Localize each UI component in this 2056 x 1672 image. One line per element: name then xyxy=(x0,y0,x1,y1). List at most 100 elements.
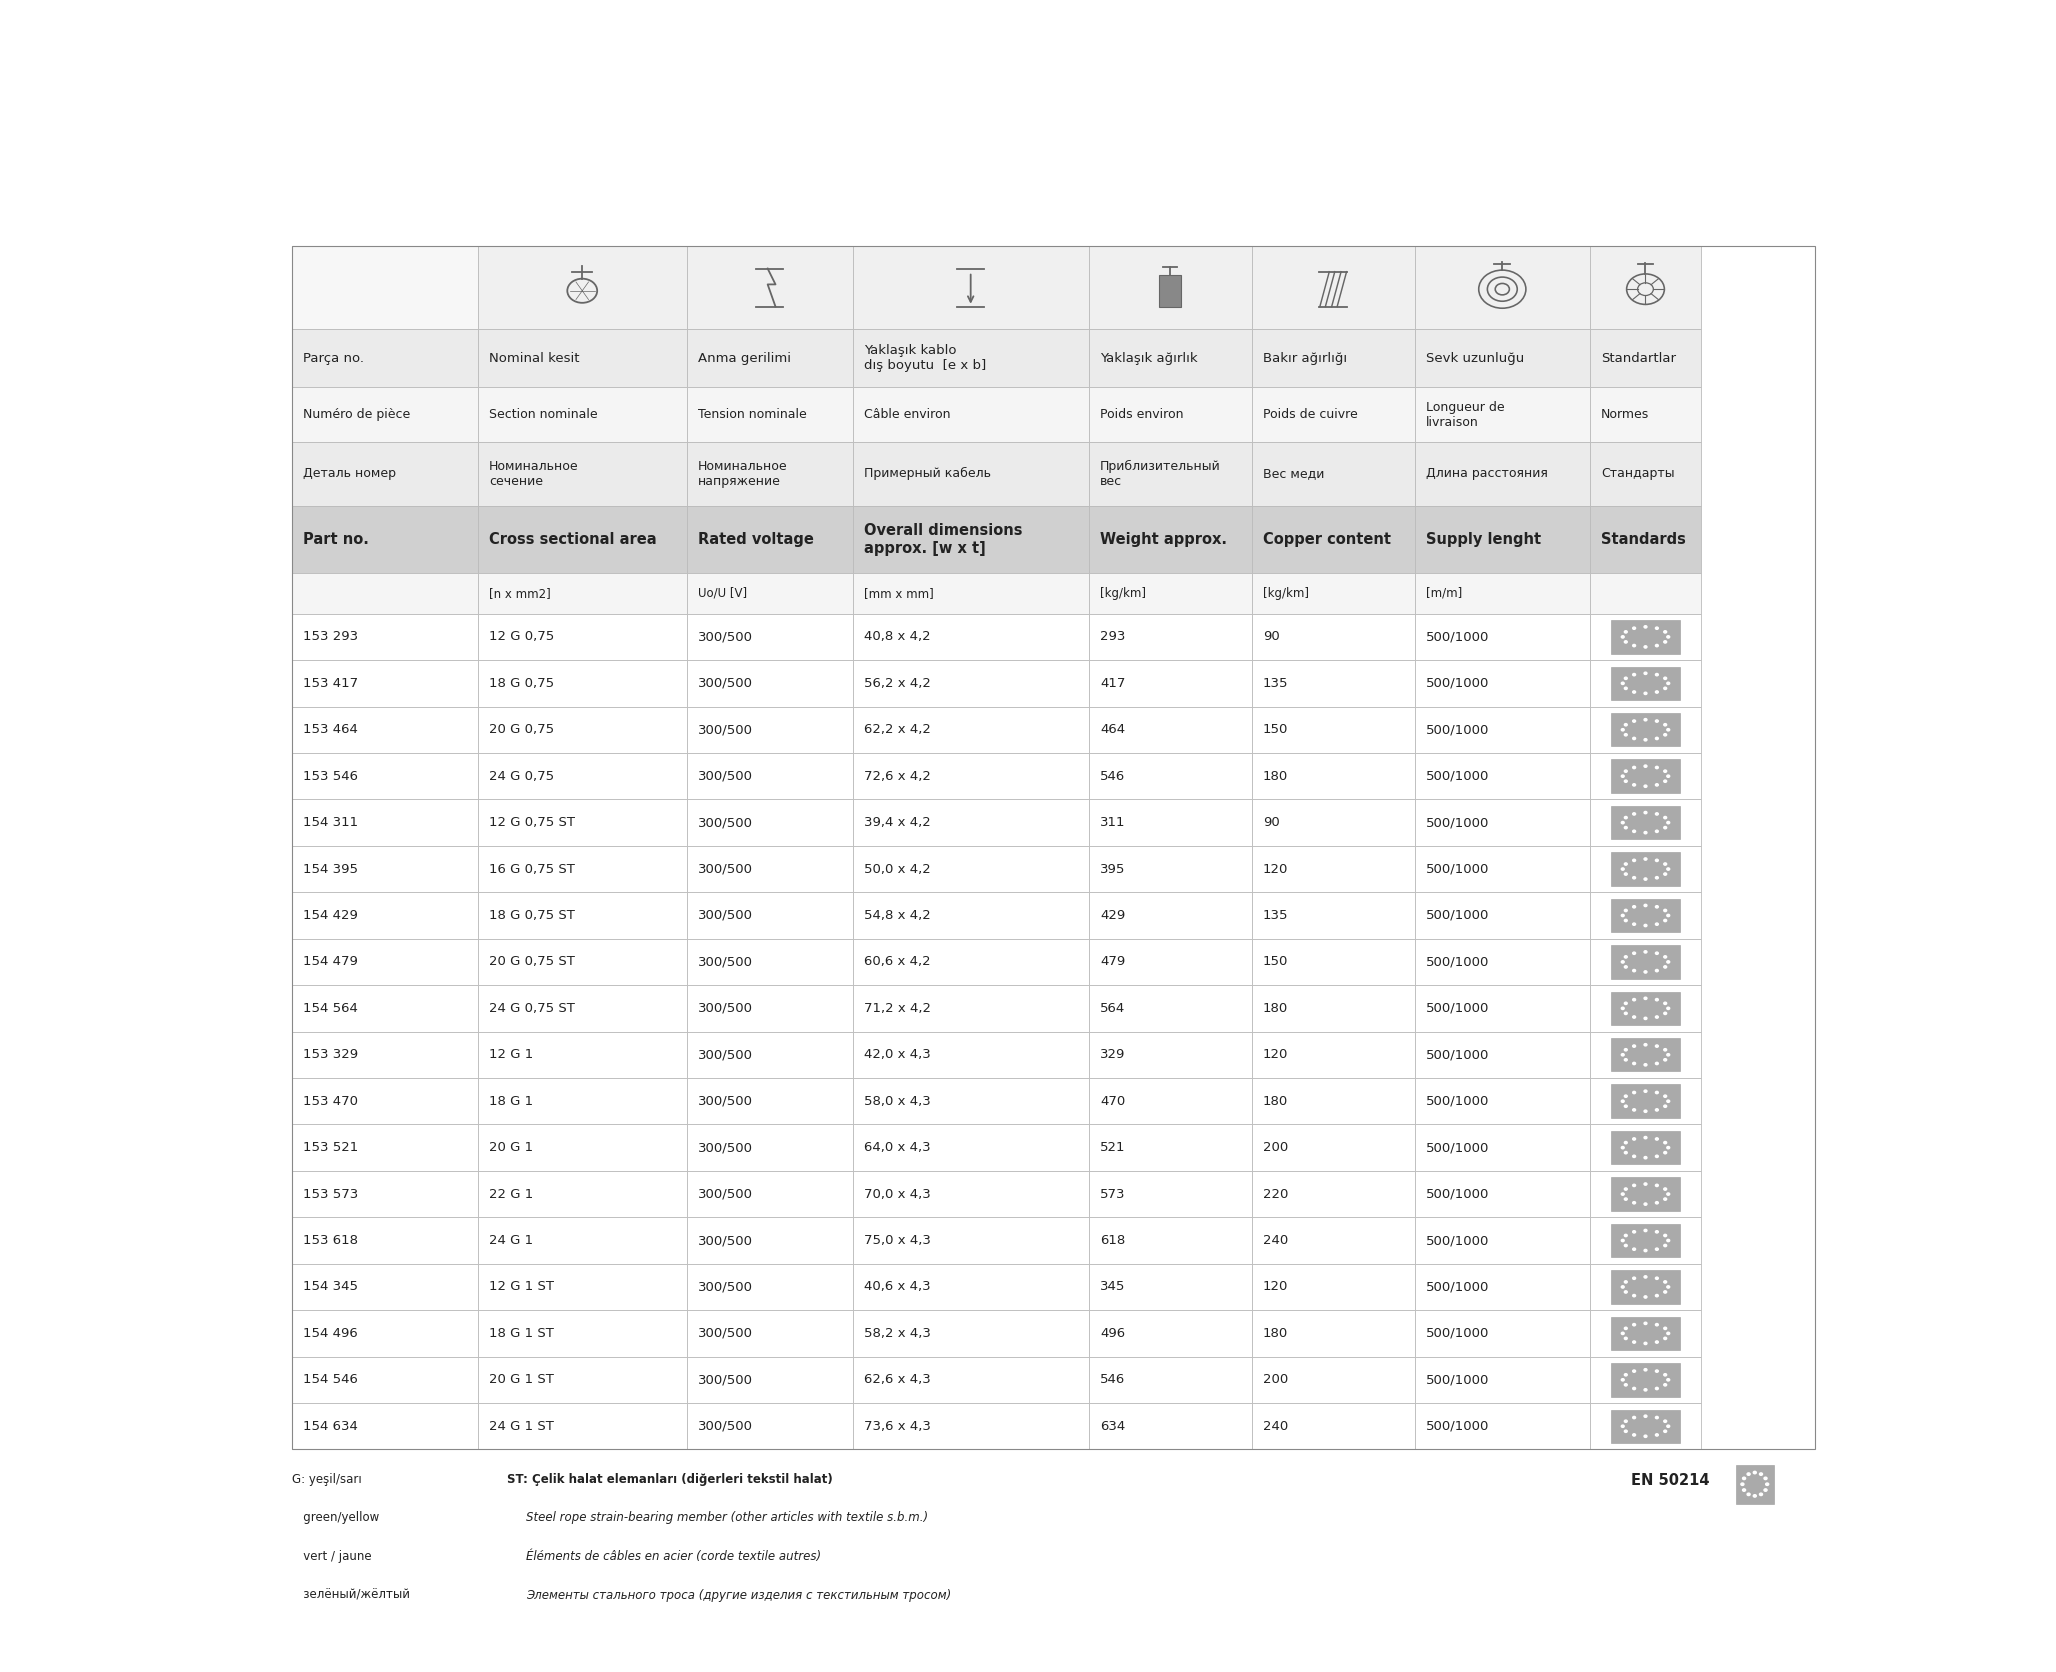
Text: 500/1000: 500/1000 xyxy=(1427,1373,1489,1386)
Bar xyxy=(1589,1356,1700,1403)
Circle shape xyxy=(1655,1155,1659,1157)
Text: Standartlar: Standartlar xyxy=(1602,351,1676,364)
Text: 300/500: 300/500 xyxy=(697,1281,752,1294)
Bar xyxy=(292,938,477,985)
Text: [mm x mm]: [mm x mm] xyxy=(864,587,933,600)
Circle shape xyxy=(1663,816,1667,819)
Bar xyxy=(292,752,477,799)
Bar xyxy=(292,985,477,1032)
Bar xyxy=(477,1125,687,1170)
Circle shape xyxy=(1632,1045,1637,1047)
Bar xyxy=(1160,274,1182,306)
Text: Overall dimensions
approx. [w x t]: Overall dimensions approx. [w x t] xyxy=(864,523,1022,555)
Bar xyxy=(853,246,1090,329)
Bar xyxy=(292,660,477,707)
Bar xyxy=(1612,1177,1680,1211)
Bar xyxy=(477,614,687,660)
Text: 153 293: 153 293 xyxy=(302,630,358,644)
Text: 54,8 x 4,2: 54,8 x 4,2 xyxy=(864,910,931,921)
Text: 180: 180 xyxy=(1262,769,1289,782)
Circle shape xyxy=(1655,813,1659,814)
Circle shape xyxy=(1655,1341,1659,1343)
Text: 39,4 x 4,2: 39,4 x 4,2 xyxy=(864,816,931,829)
Circle shape xyxy=(1622,821,1624,824)
Text: 154 546: 154 546 xyxy=(302,1373,358,1386)
Text: Weight approx.: Weight approx. xyxy=(1100,532,1227,547)
Text: EN 50214: EN 50214 xyxy=(1630,1473,1709,1488)
Text: Copper content: Copper content xyxy=(1262,532,1390,547)
Text: 64,0 x 4,3: 64,0 x 4,3 xyxy=(864,1142,931,1154)
Text: 618: 618 xyxy=(1100,1234,1125,1247)
Circle shape xyxy=(1624,1338,1626,1339)
Bar xyxy=(687,1217,853,1264)
Bar xyxy=(1090,1356,1252,1403)
Circle shape xyxy=(1645,997,1647,1000)
Circle shape xyxy=(1645,878,1647,879)
Bar xyxy=(687,707,853,752)
Circle shape xyxy=(1655,766,1659,769)
Circle shape xyxy=(1663,734,1667,736)
Text: 90: 90 xyxy=(1262,816,1279,829)
Bar xyxy=(1415,893,1589,938)
Circle shape xyxy=(1663,863,1667,864)
Bar xyxy=(687,1170,853,1217)
Circle shape xyxy=(1622,1239,1624,1242)
Bar xyxy=(1415,1217,1589,1264)
Bar xyxy=(292,1170,477,1217)
Bar xyxy=(292,573,477,614)
Text: 500/1000: 500/1000 xyxy=(1427,816,1489,829)
Text: 12 G 0,75 ST: 12 G 0,75 ST xyxy=(489,816,576,829)
Circle shape xyxy=(1655,1045,1659,1047)
Text: 150: 150 xyxy=(1262,955,1289,968)
Circle shape xyxy=(1624,873,1626,874)
Text: Standards: Standards xyxy=(1602,532,1686,547)
Bar xyxy=(1252,614,1415,660)
Bar xyxy=(1090,752,1252,799)
Bar xyxy=(1252,388,1415,441)
Circle shape xyxy=(1748,1473,1750,1475)
Circle shape xyxy=(1645,1229,1647,1232)
Circle shape xyxy=(1645,719,1647,721)
Bar xyxy=(1589,388,1700,441)
Bar xyxy=(1589,1032,1700,1078)
Text: 154 395: 154 395 xyxy=(302,863,358,876)
Circle shape xyxy=(1663,1197,1667,1200)
Bar xyxy=(477,573,687,614)
Text: 293: 293 xyxy=(1100,630,1125,644)
Bar xyxy=(687,893,853,938)
Bar xyxy=(1415,573,1589,614)
Circle shape xyxy=(1667,1147,1669,1149)
Text: 220: 220 xyxy=(1262,1187,1289,1200)
Circle shape xyxy=(1663,724,1667,726)
Bar xyxy=(1415,938,1589,985)
Text: 180: 180 xyxy=(1262,1095,1289,1109)
Circle shape xyxy=(1624,1142,1626,1144)
Circle shape xyxy=(1655,1017,1659,1018)
Text: vert / jaune: vert / jaune xyxy=(292,1550,372,1563)
Circle shape xyxy=(1663,771,1667,772)
Text: 521: 521 xyxy=(1100,1142,1125,1154)
Bar xyxy=(1252,1264,1415,1311)
Circle shape xyxy=(1622,1333,1624,1334)
Bar xyxy=(1612,1224,1680,1257)
Text: 154 496: 154 496 xyxy=(302,1328,358,1339)
Bar xyxy=(1415,752,1589,799)
Text: 120: 120 xyxy=(1262,863,1289,876)
Circle shape xyxy=(1622,868,1624,869)
Text: 154 564: 154 564 xyxy=(302,1002,358,1015)
Text: 500/1000: 500/1000 xyxy=(1427,1420,1489,1433)
Bar xyxy=(853,614,1090,660)
Circle shape xyxy=(1632,1435,1637,1436)
Bar xyxy=(1589,1217,1700,1264)
Text: 153 417: 153 417 xyxy=(302,677,358,691)
Circle shape xyxy=(1624,863,1626,864)
Circle shape xyxy=(1632,1092,1637,1093)
Text: Номинальное
напряжение: Номинальное напряжение xyxy=(697,460,787,488)
Circle shape xyxy=(1663,1291,1667,1292)
Circle shape xyxy=(1663,1234,1667,1237)
Circle shape xyxy=(1622,1147,1624,1149)
Text: 345: 345 xyxy=(1100,1281,1125,1294)
Text: Supply lenght: Supply lenght xyxy=(1427,532,1542,547)
Bar xyxy=(1252,938,1415,985)
Text: 180: 180 xyxy=(1262,1328,1289,1339)
